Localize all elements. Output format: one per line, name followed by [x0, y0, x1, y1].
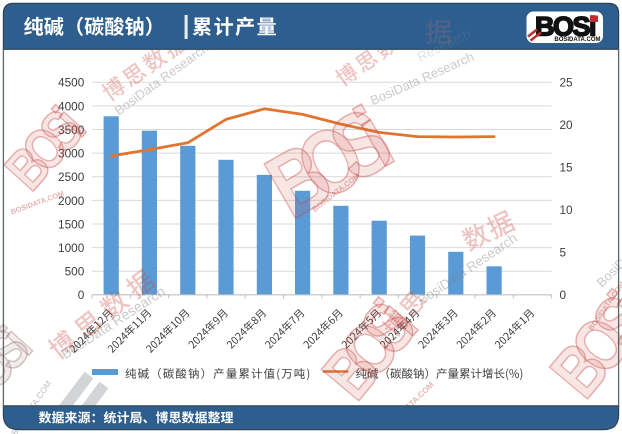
svg-text:3500: 3500: [58, 123, 85, 137]
svg-text:3000: 3000: [58, 147, 85, 161]
svg-text:500: 500: [65, 265, 85, 279]
svg-text:1500: 1500: [58, 217, 85, 231]
svg-text:10: 10: [560, 203, 574, 217]
svg-text:0: 0: [560, 288, 567, 302]
svg-text:BOSi: BOSi: [535, 12, 595, 42]
svg-text:BOSIDATA.COM: BOSIDATA.COM: [554, 37, 600, 43]
svg-text:4000: 4000: [58, 99, 85, 113]
svg-text:2000: 2000: [58, 194, 85, 208]
svg-text:5: 5: [560, 246, 567, 260]
svg-text:20: 20: [560, 118, 574, 132]
svg-text:1000: 1000: [58, 241, 85, 255]
svg-text:0: 0: [78, 288, 85, 302]
svg-text:2500: 2500: [58, 170, 85, 184]
svg-text:15: 15: [560, 161, 574, 175]
svg-text:25: 25: [560, 76, 574, 90]
svg-text:4500: 4500: [58, 76, 85, 90]
